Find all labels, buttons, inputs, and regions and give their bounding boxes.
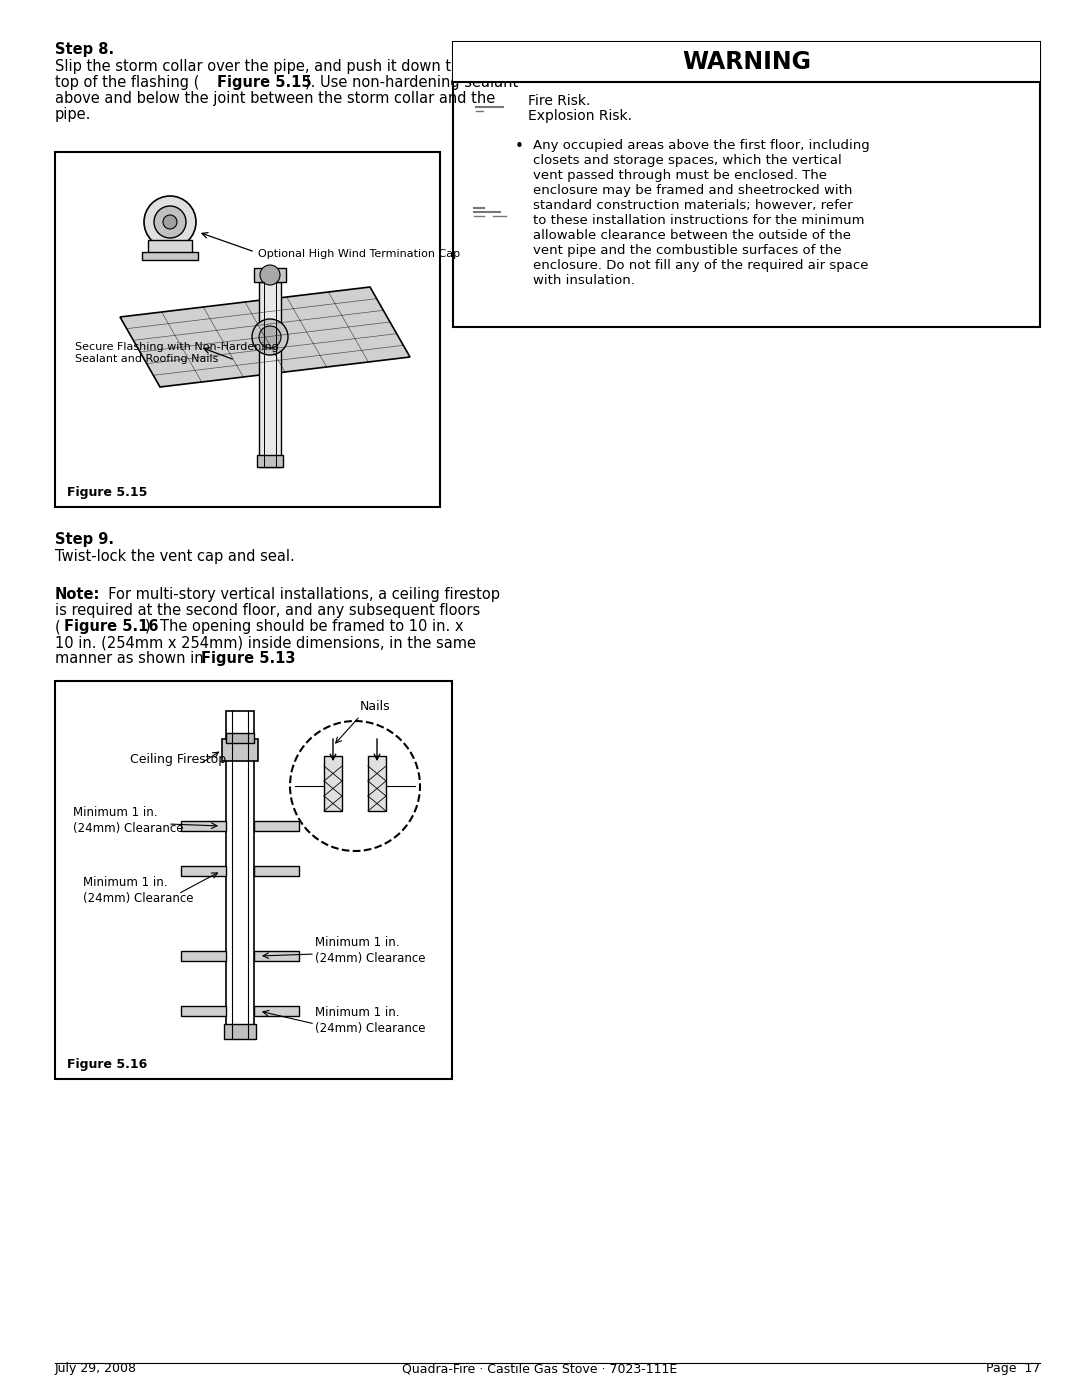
Text: vent pipe and the combustible surfaces of the: vent pipe and the combustible surfaces o… — [534, 244, 841, 257]
Text: Twist-lock the vent cap and seal.: Twist-lock the vent cap and seal. — [55, 549, 295, 564]
Text: Note:: Note: — [55, 587, 100, 602]
Text: Page  17: Page 17 — [986, 1362, 1040, 1375]
FancyBboxPatch shape — [148, 240, 192, 254]
Text: above and below the joint between the storm collar and the: above and below the joint between the st… — [55, 91, 496, 106]
Circle shape — [144, 196, 195, 249]
FancyBboxPatch shape — [254, 1006, 299, 1016]
Text: Slip the storm collar over the pipe, and push it down to the: Slip the storm collar over the pipe, and… — [55, 59, 489, 74]
Text: standard construction materials; however, refer: standard construction materials; however… — [534, 198, 852, 212]
Text: manner as shown in: manner as shown in — [55, 651, 208, 666]
FancyBboxPatch shape — [181, 1006, 226, 1016]
Text: Nails: Nails — [360, 700, 391, 712]
FancyBboxPatch shape — [259, 282, 281, 467]
Text: Figure 5.13: Figure 5.13 — [201, 651, 296, 666]
Text: is required at the second floor, and any subsequent floors: is required at the second floor, and any… — [55, 604, 481, 617]
FancyBboxPatch shape — [55, 680, 453, 1078]
Text: Figure 5.15: Figure 5.15 — [217, 75, 312, 89]
Text: to these installation instructions for the minimum: to these installation instructions for t… — [534, 214, 864, 226]
FancyBboxPatch shape — [226, 733, 254, 743]
Text: (: ( — [55, 619, 60, 634]
Text: Optional High Wind Termination Cap: Optional High Wind Termination Cap — [258, 249, 460, 258]
Text: ). The opening should be framed to 10 in. x: ). The opening should be framed to 10 in… — [145, 619, 463, 634]
Text: enclosure may be framed and sheetrocked with: enclosure may be framed and sheetrocked … — [534, 184, 852, 197]
Polygon shape — [120, 286, 410, 387]
Text: Figure 5.16: Figure 5.16 — [67, 1058, 147, 1071]
FancyBboxPatch shape — [181, 821, 226, 831]
Text: .: . — [286, 651, 291, 666]
Text: Step 8.: Step 8. — [55, 42, 114, 57]
FancyBboxPatch shape — [324, 756, 342, 812]
Text: Minimum 1 in.
(24mm) Clearance: Minimum 1 in. (24mm) Clearance — [73, 806, 184, 835]
Circle shape — [154, 205, 186, 237]
Circle shape — [163, 215, 177, 229]
FancyBboxPatch shape — [226, 711, 254, 1039]
Circle shape — [259, 326, 281, 348]
FancyBboxPatch shape — [453, 42, 1040, 82]
Text: Minimum 1 in.
(24mm) Clearance: Minimum 1 in. (24mm) Clearance — [83, 876, 193, 905]
Text: with insulation.: with insulation. — [534, 274, 635, 286]
Text: enclosure. Do not fill any of the required air space: enclosure. Do not fill any of the requir… — [534, 258, 868, 272]
Text: Minimum 1 in.
(24mm) Clearance: Minimum 1 in. (24mm) Clearance — [315, 936, 426, 965]
FancyBboxPatch shape — [368, 756, 386, 812]
Text: 10 in. (254mm x 254mm) inside dimensions, in the same: 10 in. (254mm x 254mm) inside dimensions… — [55, 636, 476, 650]
Text: Figure 5.16: Figure 5.16 — [64, 619, 159, 634]
FancyBboxPatch shape — [257, 455, 283, 467]
Text: Quadra-Fire · Castile Gas Stove · 7023-111E: Quadra-Fire · Castile Gas Stove · 7023-1… — [403, 1362, 677, 1375]
Text: Step 9.: Step 9. — [55, 532, 114, 548]
Text: WARNING: WARNING — [681, 50, 811, 74]
FancyBboxPatch shape — [254, 268, 286, 282]
Text: Fire Risk.: Fire Risk. — [528, 94, 591, 108]
FancyBboxPatch shape — [141, 251, 198, 260]
FancyBboxPatch shape — [254, 866, 299, 876]
Text: Minimum 1 in.
(24mm) Clearance: Minimum 1 in. (24mm) Clearance — [315, 1006, 426, 1035]
Text: Ceiling Firestop: Ceiling Firestop — [130, 753, 226, 766]
Text: Sealant and Roofing Nails: Sealant and Roofing Nails — [75, 353, 218, 365]
FancyBboxPatch shape — [55, 152, 440, 507]
FancyBboxPatch shape — [181, 866, 226, 876]
Text: pipe.: pipe. — [55, 108, 92, 122]
Circle shape — [291, 721, 420, 851]
Circle shape — [260, 265, 280, 285]
Text: July 29, 2008: July 29, 2008 — [55, 1362, 137, 1375]
Circle shape — [252, 319, 288, 355]
Text: closets and storage spaces, which the vertical: closets and storage spaces, which the ve… — [534, 154, 841, 168]
FancyBboxPatch shape — [181, 951, 226, 961]
FancyBboxPatch shape — [222, 739, 258, 761]
Text: top of the flashing (: top of the flashing ( — [55, 75, 200, 89]
Text: Any occupied areas above the first floor, including: Any occupied areas above the first floor… — [534, 138, 869, 152]
Text: Secure Flashing with Non-Hardening: Secure Flashing with Non-Hardening — [75, 342, 279, 352]
FancyBboxPatch shape — [453, 42, 1040, 327]
Text: •: • — [515, 138, 524, 154]
Text: allowable clearance between the outside of the: allowable clearance between the outside … — [534, 229, 851, 242]
Text: Figure 5.15: Figure 5.15 — [67, 486, 147, 499]
FancyBboxPatch shape — [254, 951, 299, 961]
Text: vent passed through must be enclosed. The: vent passed through must be enclosed. Th… — [534, 169, 827, 182]
FancyBboxPatch shape — [254, 821, 299, 831]
Text: For multi-story vertical installations, a ceiling firestop: For multi-story vertical installations, … — [99, 587, 500, 602]
Text: Explosion Risk.: Explosion Risk. — [528, 109, 632, 123]
Text: ). Use non-hardening sealant: ). Use non-hardening sealant — [305, 75, 518, 89]
FancyBboxPatch shape — [224, 1024, 256, 1039]
